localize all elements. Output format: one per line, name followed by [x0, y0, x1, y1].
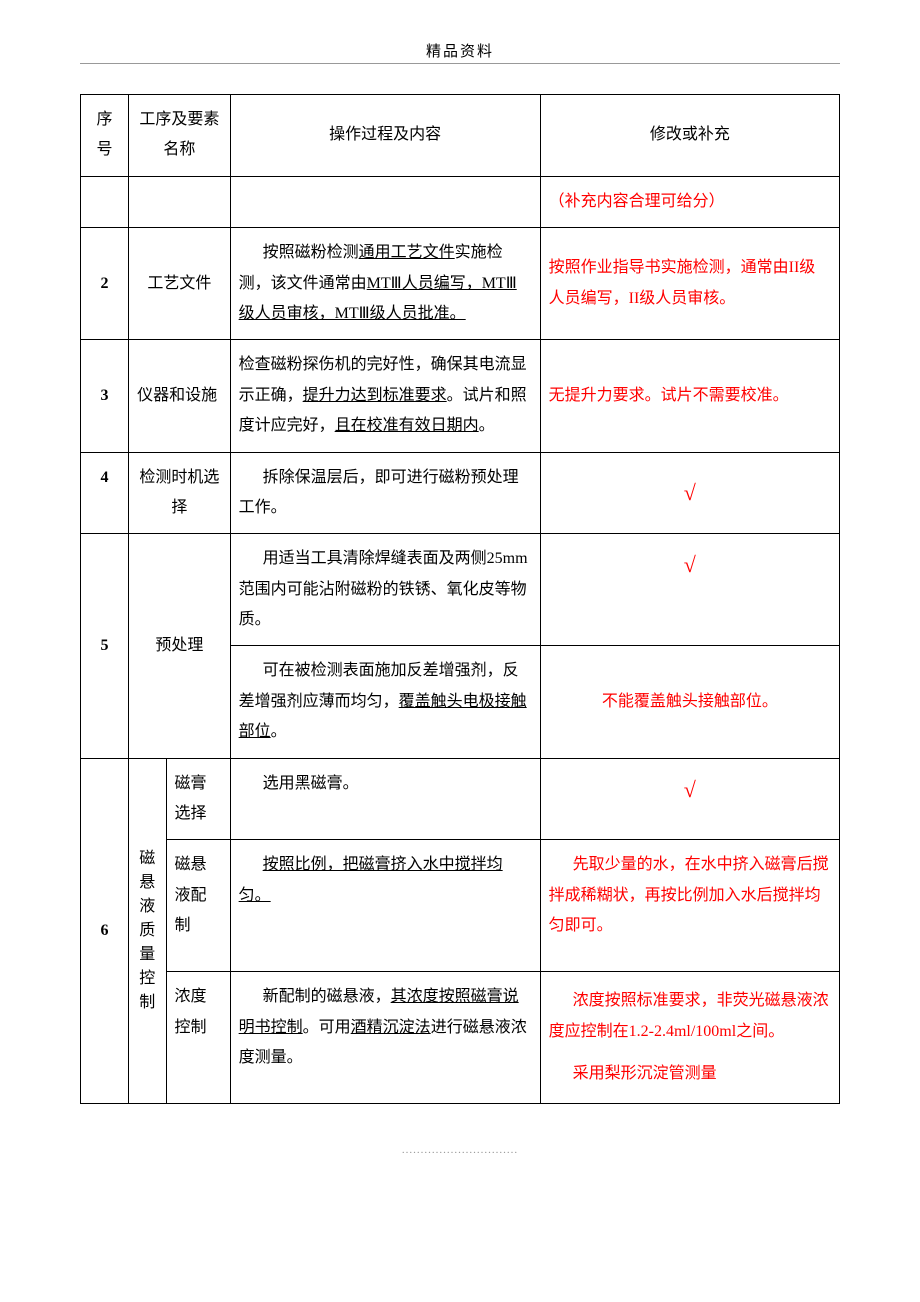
name6-char5: 量 [139, 946, 155, 963]
header-modification: 修改或补充 [540, 95, 839, 177]
cell-name-4: 检测时机选择 [129, 452, 231, 534]
cell-mod-6a: √ [540, 758, 839, 840]
op6c-mid: 。可用 [303, 1019, 351, 1036]
cell-op-5b: 可在被检测表面施加反差增强剂，反差增强剂应薄而均匀，覆盖触头电极接触部位。 [230, 646, 540, 758]
cell-op [230, 176, 540, 227]
name6-char2: 悬 [139, 874, 155, 891]
table-row: 4 检测时机选择 拆除保温层后，即可进行磁粉预处理工作。 √ [81, 452, 840, 534]
name6-char3: 液 [139, 898, 155, 915]
cell-seq-4: 4 [81, 452, 129, 534]
header-operation: 操作过程及内容 [230, 95, 540, 177]
cell-mod-6c: 浓度按照标准要求，非荧光磁悬液浓度应控制在1.2-2.4ml/100ml之间。 … [540, 972, 839, 1104]
cell-name-6a: 磁膏选择 [166, 758, 230, 840]
cell-name-2: 工艺文件 [129, 228, 231, 340]
header-underline [80, 63, 840, 64]
cell-name [129, 176, 231, 227]
cell-mod-5b: 不能覆盖触头接触部位。 [540, 646, 839, 758]
cell-mod-4: √ [540, 452, 839, 534]
table-row: 磁悬液配制 按照比例，把磁膏挤入水中搅拌均匀。 先取少量的水，在水中挤入磁膏后搅… [81, 840, 840, 972]
cell-mod-3: 无提升力要求。试片不需要校准。 [540, 340, 839, 452]
op3-u2: 且在校准有效日期内 [335, 417, 479, 434]
cell-op-5a: 用适当工具清除焊缝表面及两侧25mm范围内可能沾附磁粉的铁锈、氧化皮等物质。 [230, 534, 540, 646]
cell-name-6-main: 磁 悬 液 质 量 控 制 [129, 758, 166, 1104]
footer-dots: ............................... [80, 1144, 840, 1156]
op3-u1: 提升力达到标准要求 [303, 387, 447, 404]
table-row: 3 仪器和设施 检查磁粉探伤机的完好性，确保其电流显示正确，提升力达到标准要求。… [81, 340, 840, 452]
cell-seq-2: 2 [81, 228, 129, 340]
cell-op-4: 拆除保温层后，即可进行磁粉预处理工作。 [230, 452, 540, 534]
cell-seq-3: 3 [81, 340, 129, 452]
cell-mod-5a: √ [540, 534, 839, 646]
cell-name-3: 仪器和设施 [129, 340, 231, 452]
op6c-u2: 酒精沉淀法 [351, 1019, 431, 1036]
cell-name-6b: 磁悬液配制 [166, 840, 230, 972]
op2-u1: 通用工艺文件 [359, 244, 455, 261]
table-row: 6 磁 悬 液 质 量 控 制 磁膏选择 选用黑磁膏。 √ [81, 758, 840, 840]
table-header-row: 序号 工序及要素名称 操作过程及内容 修改或补充 [81, 95, 840, 177]
table-row: 5 预处理 用适当工具清除焊缝表面及两侧25mm范围内可能沾附磁粉的铁锈、氧化皮… [81, 534, 840, 646]
cell-name-6c: 浓度控制 [166, 972, 230, 1104]
cell-op-6a: 选用黑磁膏。 [230, 758, 540, 840]
cell-op-6b: 按照比例，把磁膏挤入水中搅拌均匀。 [230, 840, 540, 972]
header-name: 工序及要素名称 [129, 95, 231, 177]
table-row: 2 工艺文件 按照磁粉检测通用工艺文件实施检测，该文件通常由MTⅢ人员编写，MT… [81, 228, 840, 340]
page-header-title: 精品资料 [80, 40, 840, 61]
name6-char6: 控 [139, 970, 155, 987]
name6-char4: 质 [139, 922, 155, 939]
table-row: （补充内容合理可给分） [81, 176, 840, 227]
cell-op-2: 按照磁粉检测通用工艺文件实施检测，该文件通常由MTⅢ人员编写，MTⅢ级人员审核，… [230, 228, 540, 340]
name6-char7: 制 [139, 994, 155, 1011]
op6c-pre: 新配制的磁悬液， [263, 988, 391, 1005]
cell-name-5: 预处理 [129, 534, 231, 758]
mod6c-p2: 采用梨形沉淀管测量 [549, 1059, 831, 1089]
cell-seq-5: 5 [81, 534, 129, 758]
op3-end: 。 [479, 417, 495, 434]
op6b-u: 按照比例，把磁膏挤入水中搅拌均匀。 [239, 856, 503, 903]
cell-op-6c: 新配制的磁悬液，其浓度按照磁膏说明书控制。可用酒精沉淀法进行磁悬液浓度测量。 [230, 972, 540, 1104]
table-row: 浓度控制 新配制的磁悬液，其浓度按照磁膏说明书控制。可用酒精沉淀法进行磁悬液浓度… [81, 972, 840, 1104]
op5b-end: 。 [271, 723, 287, 740]
name6-char1: 磁 [139, 850, 155, 867]
cell-mod-6b: 先取少量的水，在水中挤入磁膏后搅拌成稀糊状，再按比例加入水后搅拌均匀即可。 [540, 840, 839, 972]
cell-mod-2: 按照作业指导书实施检测，通常由II级人员编写，II级人员审核。 [540, 228, 839, 340]
mod6c-p1: 浓度按照标准要求，非荧光磁悬液浓度应控制在1.2-2.4ml/100ml之间。 [549, 986, 831, 1047]
cell-mod-supplement: （补充内容合理可给分） [540, 176, 839, 227]
cell-seq [81, 176, 129, 227]
cell-op-3: 检查磁粉探伤机的完好性，确保其电流显示正确，提升力达到标准要求。试片和照度计应完… [230, 340, 540, 452]
procedure-table: 序号 工序及要素名称 操作过程及内容 修改或补充 （补充内容合理可给分） 2 工… [80, 94, 840, 1104]
op2-pre: 按照磁粉检测 [263, 244, 359, 261]
header-seq: 序号 [81, 95, 129, 177]
cell-seq-6: 6 [81, 758, 129, 1104]
